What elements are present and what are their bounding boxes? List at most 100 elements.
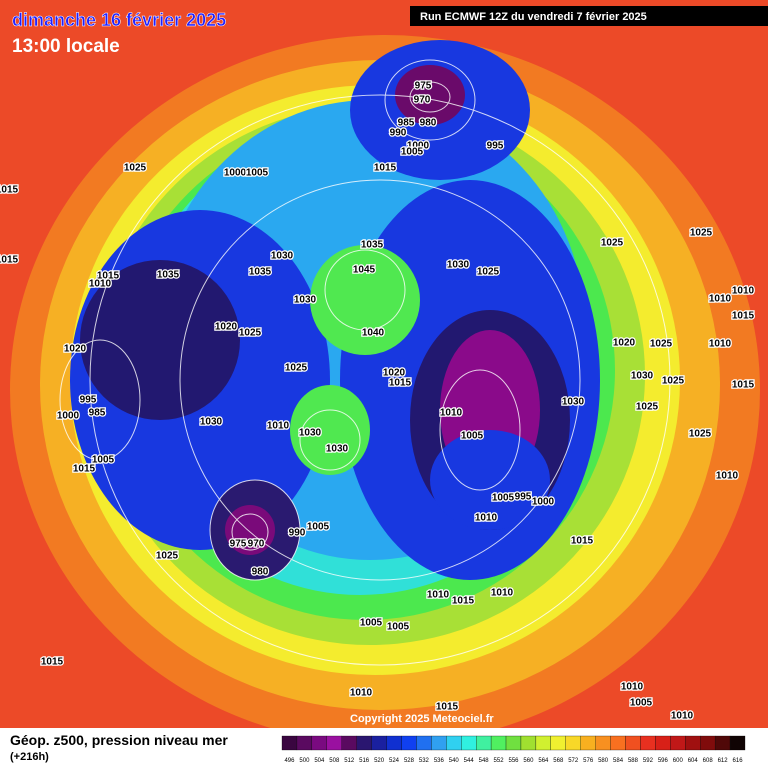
legend-swatch — [476, 735, 492, 751]
legend-swatch — [535, 735, 551, 751]
legend-swatch — [296, 735, 313, 751]
legend-label: 540 — [449, 758, 460, 764]
isobar-label: 995 — [80, 395, 97, 406]
legend-swatch — [565, 735, 581, 751]
map-field — [0, 0, 768, 745]
isobar-label: 1010 — [671, 711, 694, 722]
isobar-label: 975 — [415, 81, 432, 92]
isobar-label: 1020 — [215, 322, 238, 333]
isobar-label: 1025 — [690, 228, 713, 239]
legend-swatch — [490, 735, 507, 751]
isobar-label: 1015 — [571, 536, 594, 547]
isobar-label: 1025 — [601, 238, 624, 249]
isobar-label: 1025 — [636, 402, 659, 413]
isobar-label: 1005 — [492, 493, 515, 504]
isobar-label: 980 — [252, 567, 269, 578]
isobar-label: 1000 — [224, 168, 247, 179]
isobar-label: 970 — [414, 95, 431, 106]
legend-label: 496 — [284, 758, 295, 764]
isobar-label: 980 — [420, 118, 437, 129]
isobar-label: 1035 — [361, 240, 384, 251]
isobar-label: 1030 — [447, 260, 470, 271]
legend-label: 520 — [374, 758, 385, 764]
isobar-label: 990 — [390, 128, 407, 139]
isobar-label: 1015 — [0, 255, 19, 266]
legend-swatch — [670, 735, 686, 751]
isobar-label: 1010 — [89, 279, 112, 290]
legend-label: 600 — [673, 758, 684, 764]
legend-label: 580 — [598, 758, 609, 764]
legend-label: 612 — [718, 758, 729, 764]
isobar-label: 1025 — [239, 328, 262, 339]
legend-label: 512 — [344, 758, 355, 764]
legend-label: 604 — [688, 758, 699, 764]
isobar-label: 1010 — [267, 421, 290, 432]
legend-swatch — [461, 735, 477, 751]
isobar-label: 1005 — [461, 431, 484, 442]
legend-swatch — [431, 735, 447, 751]
isobar-label: 975 — [230, 539, 247, 550]
isobar-label: 1010 — [350, 688, 373, 699]
isobar-label: 1005 — [401, 147, 424, 158]
isobar-label: 1035 — [157, 270, 180, 281]
isobar-label: 1020 — [383, 368, 406, 379]
isobar-label: 1005 — [246, 168, 269, 179]
legend-label: 556 — [508, 758, 519, 764]
isobar-label: 1010 — [440, 408, 463, 419]
legend-swatch — [356, 735, 372, 751]
isobar-label: 1025 — [156, 551, 179, 562]
isobar-label: 1030 — [200, 417, 223, 428]
legend-swatch — [729, 735, 746, 751]
isobar-label: 1015 — [0, 185, 19, 196]
isobar-label: 1025 — [124, 163, 147, 174]
isobar-label: 1005 — [92, 455, 115, 466]
isobar-label: 1025 — [285, 363, 308, 374]
isobar-label: 1025 — [662, 376, 685, 387]
legend-swatch — [401, 735, 417, 751]
isobar-label: 1005 — [387, 622, 410, 633]
isobar-label: 1010 — [427, 590, 450, 601]
legend-label: 596 — [658, 758, 669, 764]
legend-swatch — [610, 735, 626, 751]
isobar-label: 1025 — [689, 429, 712, 440]
isobar-label: 1005 — [360, 618, 383, 629]
isobar-label: 995 — [487, 141, 504, 152]
isobar-label: 1015 — [73, 464, 96, 475]
lead-time: (+216h) — [10, 751, 49, 763]
legend-swatch — [311, 735, 327, 751]
map-title: dimanche 16 février 2025 — [12, 10, 226, 30]
isobar-label: 1040 — [362, 328, 385, 339]
legend-swatch — [371, 735, 387, 751]
isobar-label: 970 — [248, 539, 265, 550]
legend-swatch — [550, 735, 566, 751]
isobar-label: 1010 — [475, 513, 498, 524]
isobar-label: 985 — [398, 118, 415, 129]
legend-label: 508 — [329, 758, 340, 764]
legend-swatch — [326, 735, 342, 751]
copyright: Copyright 2025 Meteociel.fr — [350, 713, 494, 725]
legend-label: 572 — [568, 758, 579, 764]
legend-label: 588 — [628, 758, 639, 764]
isobar-label: 1015 — [732, 311, 755, 322]
legend-label: 592 — [643, 758, 654, 764]
caption: Géop. z500, pression niveau mer — [10, 732, 228, 748]
legend-label: 564 — [538, 758, 549, 764]
legend-swatch — [640, 735, 656, 751]
legend-label: 608 — [703, 758, 714, 764]
isobar-label: 1015 — [97, 271, 120, 282]
legend-swatch — [281, 735, 298, 751]
legend-label: 552 — [494, 758, 505, 764]
isobar-label: 1010 — [709, 294, 732, 305]
legend-label: 568 — [553, 758, 564, 764]
isobar-label: 1010 — [716, 471, 739, 482]
legend-swatch — [446, 735, 462, 751]
isobar-label: 1005 — [307, 522, 330, 533]
legend-label: 576 — [583, 758, 594, 764]
isobar-label: 1000 — [407, 141, 430, 152]
map-subtitle: 13:00 locale — [12, 36, 120, 57]
legend-label: 504 — [314, 758, 325, 764]
legend-label: 544 — [464, 758, 475, 764]
legend-label: 516 — [359, 758, 370, 764]
isobar-label: 1020 — [613, 338, 636, 349]
